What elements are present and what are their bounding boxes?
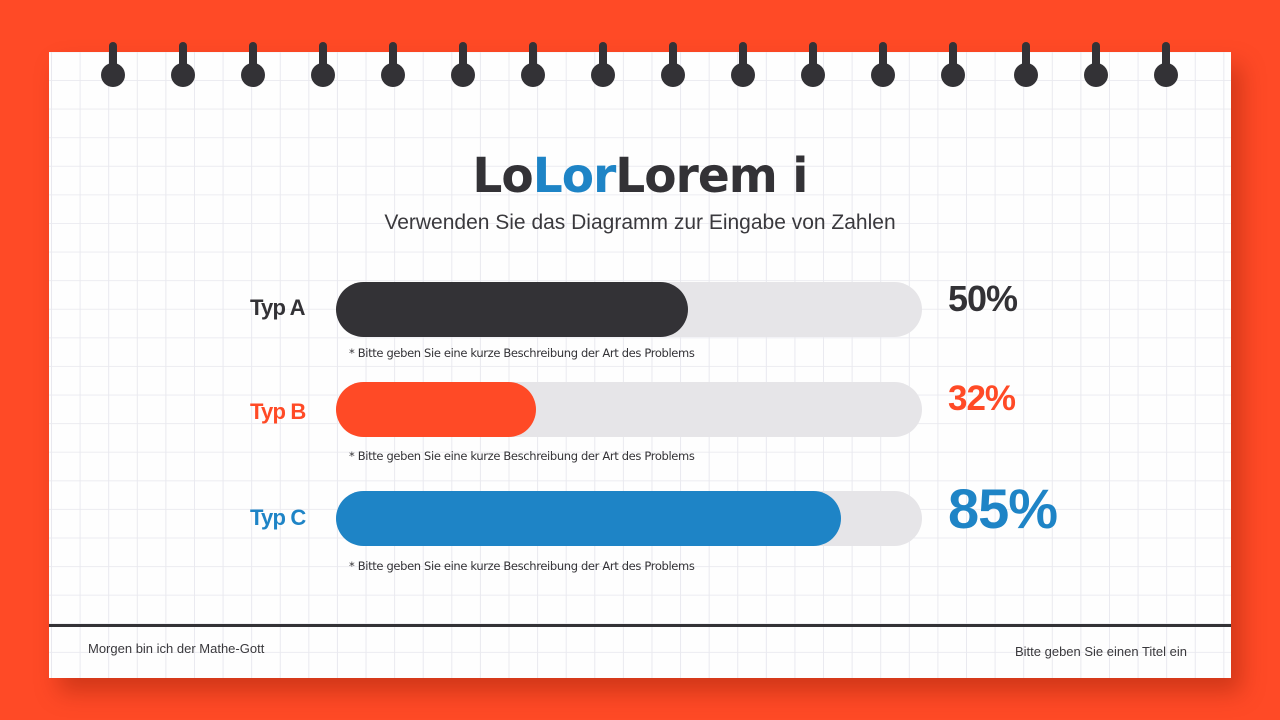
bar-track-typ-c: [336, 491, 922, 546]
title-part-2: Lor: [532, 148, 617, 204]
binding-ring-icon: [241, 42, 265, 88]
binding-ring-icon: [451, 42, 475, 88]
bar-track-typ-a: [336, 282, 922, 337]
bar-fill-typ-c: [336, 491, 841, 546]
percent-typ-c: 85%: [948, 477, 1058, 540]
bar-track-typ-b: [336, 382, 922, 437]
page-title: LoLorLorem i: [0, 146, 1280, 206]
footer-right-text: Bitte geben Sie einen Titel ein: [1014, 644, 1187, 659]
binding-ring-icon: [311, 42, 335, 88]
binding-ring-icon: [661, 42, 685, 88]
row-label-typ-a: Typ A: [250, 295, 305, 320]
percent-typ-a: 50%: [948, 278, 1018, 319]
notebook-page: [49, 52, 1231, 678]
binding-ring-icon: [101, 42, 125, 88]
binding-ring-icon: [801, 42, 825, 88]
row-label-typ-b: Typ B: [250, 399, 306, 424]
title-part-3: Lorem i: [615, 148, 808, 204]
title-part-1: Lo: [472, 148, 534, 204]
binding-ring-icon: [171, 42, 195, 88]
binding-ring-icon: [591, 42, 615, 88]
row-note-typ-a: * Bitte geben Sie eine kurze Beschreibun…: [349, 346, 695, 360]
bar-fill-typ-b: [336, 382, 536, 437]
row-note-typ-c: * Bitte geben Sie eine kurze Beschreibun…: [349, 559, 695, 573]
row-note-typ-b: * Bitte geben Sie eine kurze Beschreibun…: [349, 449, 695, 463]
binding-ring-icon: [1084, 42, 1108, 88]
row-label-typ-c: Typ C: [250, 505, 306, 530]
binding-ring-icon: [1014, 42, 1038, 88]
binding-ring-icon: [381, 42, 405, 88]
percent-typ-b: 32%: [948, 379, 1016, 418]
bar-fill-typ-a: [336, 282, 688, 337]
footer-left-text: Morgen bin ich der Mathe-Gott: [88, 641, 265, 656]
binding-ring-icon: [731, 42, 755, 88]
binding-ring-icon: [871, 42, 895, 88]
binding-ring-icon: [941, 42, 965, 88]
binding-ring-icon: [1154, 42, 1178, 88]
footer-divider: [49, 624, 1231, 627]
page-subtitle: Verwenden Sie das Diagramm zur Eingabe v…: [384, 211, 896, 234]
binding-ring-icon: [521, 42, 545, 88]
